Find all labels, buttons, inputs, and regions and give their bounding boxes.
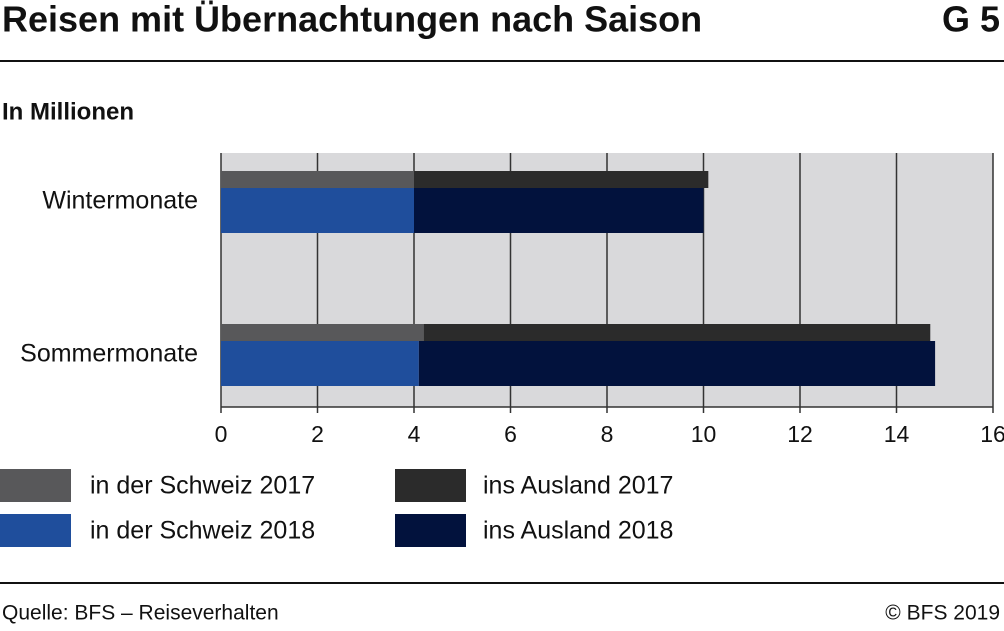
subtitle: In Millionen bbox=[2, 98, 134, 125]
bar-segment bbox=[423, 324, 931, 341]
chart-title: Reisen mit Übernachtungen nach Saison bbox=[2, 0, 702, 40]
x-tick-label: 0 bbox=[215, 421, 228, 447]
bar-segment bbox=[221, 188, 414, 233]
bar-segment bbox=[221, 171, 414, 188]
x-tick-label: 2 bbox=[311, 421, 324, 447]
legend-label: in der Schweiz 2017 bbox=[90, 472, 315, 500]
chart-number: G 5 bbox=[942, 0, 1000, 40]
bar-segment bbox=[414, 188, 704, 233]
legend-swatch bbox=[0, 514, 71, 547]
legend-label: in der Schweiz 2018 bbox=[90, 517, 315, 545]
x-tick-label: 4 bbox=[408, 421, 421, 447]
x-tick-label: 14 bbox=[884, 421, 910, 447]
legend-swatch bbox=[395, 514, 466, 547]
legend-label: ins Ausland 2017 bbox=[483, 472, 673, 500]
legend-label: ins Ausland 2018 bbox=[483, 517, 673, 545]
bar-segment bbox=[414, 171, 709, 188]
source: Quelle: BFS – Reiseverhalten bbox=[2, 602, 279, 625]
x-tick-label: 16 bbox=[980, 421, 1004, 447]
copyright: © BFS 2019 bbox=[885, 602, 1000, 625]
bar-segment bbox=[221, 341, 419, 386]
y-tick-label: Sommermonate bbox=[20, 340, 198, 368]
x-tick-label: 10 bbox=[691, 421, 717, 447]
legend-swatch bbox=[395, 469, 466, 502]
legend-swatch bbox=[0, 469, 71, 502]
bar-segment bbox=[221, 324, 424, 341]
x-tick-label: 8 bbox=[601, 421, 614, 447]
y-tick-label: Wintermonate bbox=[42, 187, 198, 215]
x-tick-label: 12 bbox=[787, 421, 813, 447]
bar-segment bbox=[418, 341, 936, 386]
x-tick-label: 6 bbox=[504, 421, 517, 447]
